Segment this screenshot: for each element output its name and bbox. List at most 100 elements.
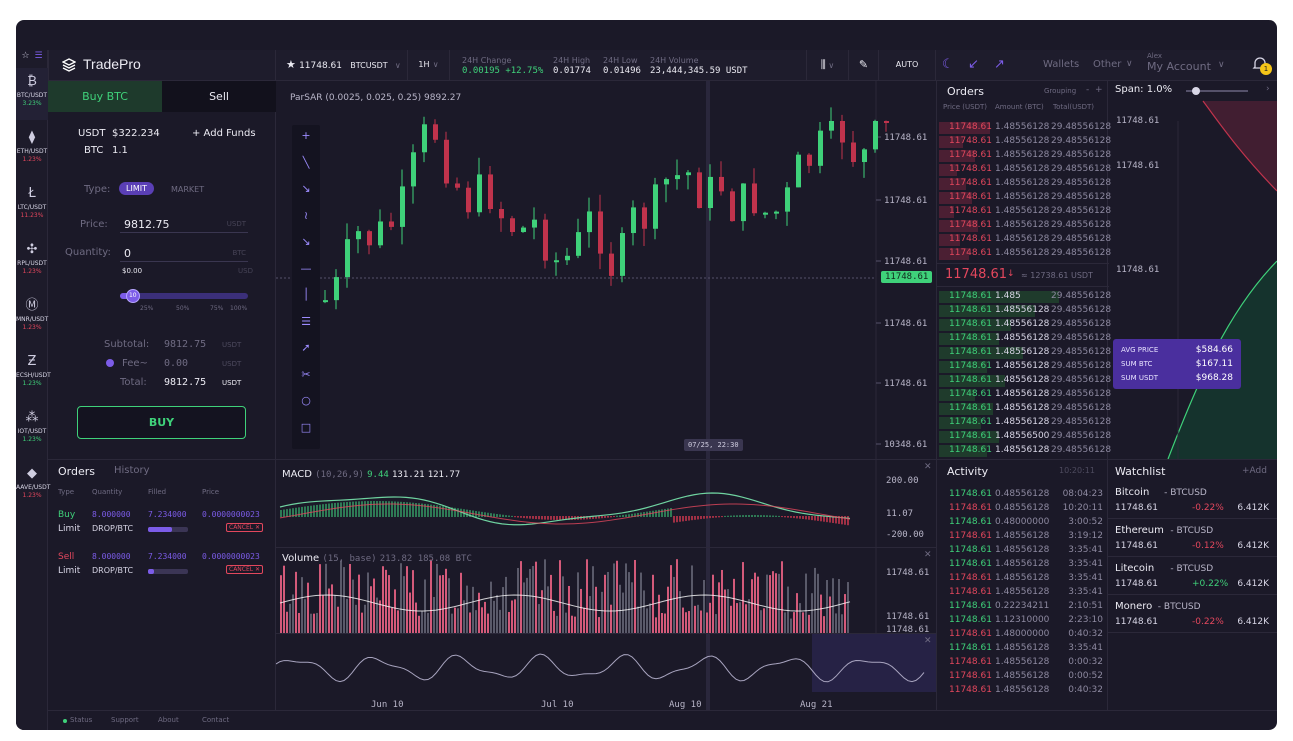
arrow-icon[interactable]: ↘ — [301, 235, 311, 248]
bid-row[interactable]: 11748.61 1.48556128 29.48556128 — [937, 416, 1111, 430]
ray-icon[interactable]: ↘ — [301, 182, 311, 195]
watchlist-item[interactable]: Litecoin - BTCUSD 11748.61 +0.22% 6.412K — [1108, 558, 1277, 595]
close-icon[interactable]: ✕ — [924, 636, 932, 646]
add-watchlist-button[interactable]: +Add — [1242, 466, 1267, 476]
bid-row[interactable]: 11748.61 1.48556128 29.48556128 — [937, 304, 1111, 318]
rail-item[interactable]: ◆ AAVE/USDT 1.23% — [16, 460, 50, 512]
draw-button[interactable]: ✎ — [848, 50, 878, 80]
rail-item[interactable]: ⧫ ETH/USDT 1.23% — [16, 124, 48, 176]
ask-row[interactable]: 11748.61 1.48556128 29.48556128 — [937, 233, 1111, 247]
support-link[interactable]: Support — [111, 716, 139, 724]
ask-row[interactable]: 11748.61 1.48556128 29.48556128 — [937, 163, 1111, 177]
oscillator-panel[interactable]: Jun 10 Jul 10 Aug 10 Aug 21 ✕ — [276, 633, 936, 711]
history-tab[interactable]: History — [114, 465, 150, 476]
wallets-link[interactable]: Wallets — [1043, 59, 1080, 70]
span-slider[interactable] — [1186, 87, 1248, 95]
buy-button[interactable]: BUY — [77, 406, 246, 439]
rail-item[interactable]: Ƶ ECSH/USDT 1.23% — [16, 348, 51, 400]
close-icon[interactable]: ✕ — [924, 462, 932, 472]
ask-row[interactable]: 11748.61 1.48556128 29.48556128 — [937, 205, 1111, 219]
brush-icon[interactable]: ✂ — [301, 367, 311, 381]
star-icon[interactable]: ☆ — [21, 51, 30, 61]
cursor-icon[interactable]: ➚ — [301, 341, 311, 354]
vline-icon[interactable]: │ — [302, 288, 310, 301]
cancel-order-button[interactable]: CANCEL ✕ — [226, 565, 264, 574]
type-market-toggle[interactable]: MARKET — [171, 185, 205, 194]
span-slider-handle[interactable] — [1192, 87, 1200, 95]
price-input[interactable]: 9812.75 USDT — [120, 215, 248, 233]
about-link[interactable]: About — [158, 716, 179, 724]
menu-icon[interactable]: ☰ — [34, 51, 43, 61]
activity-price: 11748.61 — [949, 489, 992, 499]
cancel-order-button[interactable]: CANCEL ✕ — [226, 523, 264, 532]
watchlist-item[interactable]: Monero - BTCUSD 11748.61 -0.22% 6.412K — [1108, 596, 1277, 633]
ask-row[interactable]: 11748.61 1.48556128 29.48556128 — [937, 121, 1111, 135]
ask-row[interactable]: 11748.61 1.48556128 29.48556128 — [937, 191, 1111, 205]
watchlist-item[interactable]: Bitcoin - BTCUSD 11748.61 -0.22% 6.412K — [1108, 482, 1277, 519]
bid-row[interactable]: 11748.61 1.48556128 29.48556128 — [937, 444, 1111, 458]
bid-row[interactable]: 11748.61 1.48556500 29.48556128 — [937, 430, 1111, 444]
moon-icon[interactable]: ☾ — [942, 57, 954, 72]
arrow-up-right-icon[interactable]: ↗ — [994, 57, 1005, 72]
ask-row[interactable]: 11748.61 1.48556128 29.48556128 — [937, 149, 1111, 163]
contact-link[interactable]: Contact — [202, 716, 230, 724]
ask-row[interactable]: 11748.61 1.48556128 29.48556128 — [937, 247, 1111, 261]
ask-row[interactable]: 11748.61 1.48556128 29.48556128 — [937, 177, 1111, 191]
watchlist-panel: Watchlist +Add Bitcoin - BTCUSD 11748.61 -0… — [1108, 459, 1277, 710]
slider-handle[interactable]: 10 — [125, 289, 140, 303]
bid-row[interactable]: 11748.61 1.48556128 29.48556128 — [937, 388, 1111, 402]
price-chart[interactable]: 11748.61 11748.61 11748.61 11748.61 11748.61… — [276, 81, 936, 459]
pair-selector[interactable]: ★ 11748.61 BTCUSDT ∨ — [278, 50, 408, 80]
buy-tab[interactable]: Buy BTC — [48, 81, 162, 112]
macd-bar — [406, 502, 408, 517]
bid-row[interactable]: 11748.61 1.48556128 29.48556128 — [937, 402, 1111, 416]
interval-selector[interactable]: 1H ∨ — [408, 50, 450, 80]
account-menu[interactable]: My Account — [1147, 60, 1211, 73]
quantity-slider[interactable]: 10 — [120, 289, 248, 303]
bid-row[interactable]: 11748.61 1.485 29.48556128 — [937, 290, 1111, 304]
line-icon[interactable]: ╲ — [302, 155, 310, 169]
grouping-plus[interactable]: + — [1095, 85, 1103, 95]
channel-icon[interactable]: ☰ — [301, 314, 311, 328]
order-row[interactable]: Buy Limit 8.000000 DROP/BTC 7.234000 0.000000… — [48, 508, 276, 542]
rail-item[interactable]: ✣ RPL/USDT 1.23% — [16, 236, 48, 288]
curve-icon[interactable]: ≀ — [303, 208, 309, 222]
bid-row[interactable]: 11748.61 1.48556128 29.48556128 — [937, 360, 1111, 374]
bid-row[interactable]: 11748.61 1.48556128 29.48556128 — [937, 374, 1111, 388]
circle-icon[interactable]: ○ — [301, 394, 311, 407]
volume-bar — [781, 561, 783, 634]
nav-right-icon[interactable]: › — [1266, 84, 1270, 94]
ask-row[interactable]: 11748.61 1.48556128 29.48556128 — [937, 219, 1111, 233]
macd-panel[interactable]: 200.00 11.07 -200.00 MACD (10,26,9) 9.44 1… — [276, 459, 936, 548]
star-icon[interactable]: ★ — [286, 58, 296, 71]
watchlist-item[interactable]: Ethereum - BTCUSD 11748.61 -0.12% 6.412K — [1108, 520, 1277, 557]
quantity-input[interactable]: 0 BTC — [120, 244, 248, 262]
bid-row[interactable]: 11748.61 1.48556128 29.48556128 — [937, 346, 1111, 360]
add-funds-link[interactable]: + Add Funds — [192, 128, 256, 139]
chart-type-button[interactable]: ⫼ ∨ — [806, 50, 848, 80]
close-icon[interactable]: ✕ — [924, 550, 932, 560]
order-row[interactable]: Sell Limit 8.000000 DROP/BTC 7.234000 0.00000… — [48, 550, 276, 584]
other-menu[interactable]: Other — [1093, 59, 1122, 70]
hline-icon[interactable]: — — [300, 261, 312, 275]
status-link[interactable]: Status — [70, 716, 93, 724]
rect-icon[interactable]: □ — [300, 420, 312, 434]
bid-row[interactable]: 11748.61 1.48556128 29.48556128 — [937, 318, 1111, 332]
grouping-minus[interactable]: - — [1086, 85, 1090, 95]
subtotal-unit: USDT — [222, 341, 242, 349]
volume-panel[interactable]: 11748.61 11748.61 11748.61 Volume (15, bas… — [276, 547, 936, 634]
info-icon[interactable] — [106, 359, 114, 367]
sell-tab[interactable]: Sell — [162, 81, 276, 112]
rail-item[interactable]: Ł LTC/USDT 11.23% — [16, 180, 48, 232]
rail-item[interactable]: ₿ BTC/USDT 3.23% — [16, 68, 48, 120]
rail-item[interactable]: Ⓜ MNR/USDT 1.23% — [16, 292, 48, 344]
bid-row[interactable]: 11748.61 1.48556128 29.48556128 — [937, 332, 1111, 346]
depth-chart-panel[interactable]: Span: 1.0% › 11748.61 11748.61 11748.61 … — [1108, 81, 1277, 459]
rail-item[interactable]: ⁂ IOT/USDT 1.23% — [16, 404, 48, 456]
ask-row[interactable]: 11748.61 1.48556128 29.48556128 — [937, 135, 1111, 149]
type-limit-toggle[interactable]: LIMIT — [119, 182, 154, 195]
arrow-down-left-icon[interactable]: ↙ — [968, 57, 979, 72]
auto-button[interactable]: AUTO — [878, 50, 936, 80]
plus-icon[interactable]: + — [301, 129, 311, 142]
orders-tab[interactable]: Orders — [58, 465, 95, 478]
